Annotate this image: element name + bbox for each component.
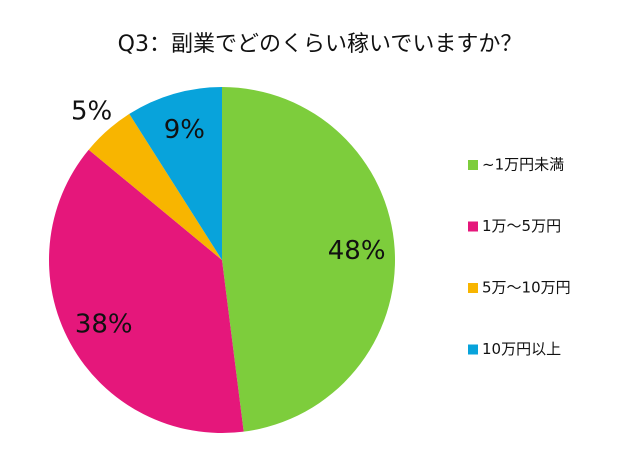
pie-slice: [222, 87, 395, 432]
legend-swatch: [468, 283, 478, 293]
data-label: 9%: [164, 115, 205, 145]
chart-title: Q3：副業でどのくらい稼いでいますか？: [118, 32, 523, 57]
data-label: 48%: [328, 236, 386, 266]
legend-label: 5万～10万円: [482, 279, 571, 297]
legend-swatch: [468, 344, 478, 355]
data-label: 38%: [75, 310, 133, 340]
legend-label: 1万～5万円: [482, 217, 561, 235]
data-label: 5%: [71, 97, 112, 127]
legend-label: ~1万円未満: [482, 156, 564, 174]
pie-slice: [49, 149, 244, 433]
legend-swatch: [468, 221, 478, 232]
pie-slice: [129, 87, 222, 260]
legend-label: 10万円以上: [482, 340, 561, 358]
legend-swatch: [468, 160, 478, 170]
pie-slice: [88, 113, 223, 260]
